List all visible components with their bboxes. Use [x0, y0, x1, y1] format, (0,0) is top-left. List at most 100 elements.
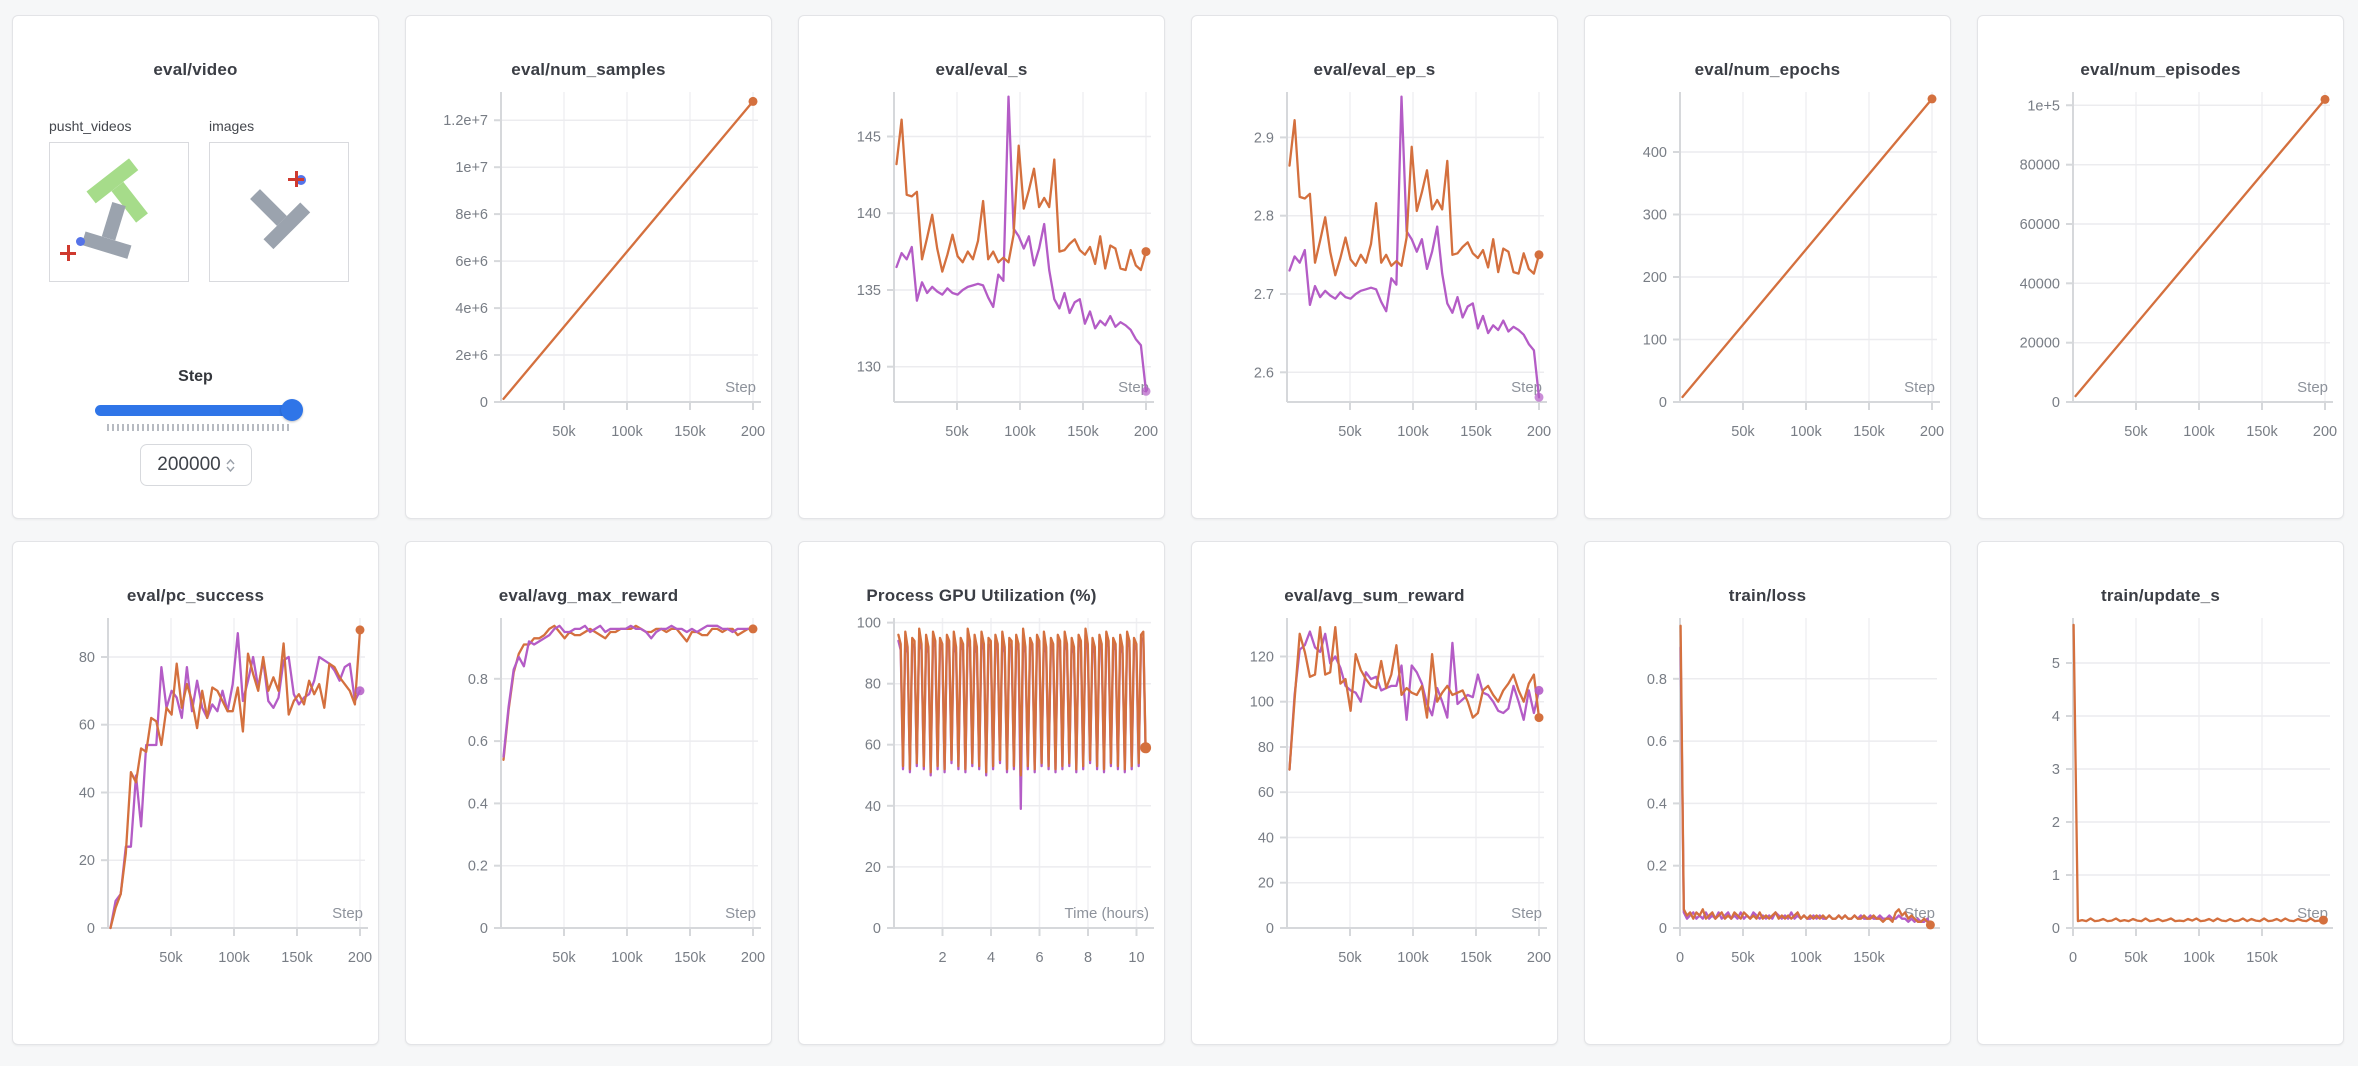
y-tick-label: 145: [857, 130, 881, 146]
y-tick-label: 0.4: [1647, 796, 1667, 812]
chart-title: eval/num_epochs: [1694, 60, 1841, 79]
series-line-purple: [895, 95, 1148, 393]
stepper-buttons[interactable]: [226, 458, 235, 472]
chart-canvas[interactable]: 0 0.2 0.4 0.6 0.8 50k 100k 150k 200 Step: [406, 610, 771, 1010]
x-axis-title: Step: [725, 905, 756, 922]
series-line-orange: [502, 624, 755, 761]
x-tick-label: 200: [2313, 424, 2337, 440]
x-axis-title: Step: [2297, 379, 2328, 396]
x-tick-label: 150k: [1460, 950, 1492, 966]
chart-title: eval/eval_ep_s: [1313, 60, 1436, 79]
series-end-dot-orange: [1925, 920, 1935, 930]
chart-canvas[interactable]: 130 135 140 145 50k 100k 150k 200 Step: [799, 84, 1164, 484]
chart-panel: train/update_s 0 1 2 3 4 5 0 50k 100k 150k Step: [1977, 541, 2344, 1045]
x-tick-label: 100k: [1790, 424, 1822, 440]
y-tick-label: 2.6: [1254, 365, 1274, 381]
x-axis-title: Time (hours): [1065, 905, 1149, 922]
chart-canvas[interactable]: 0 20 40 60 80 100 2 4 6 8 10 Time (hours): [799, 610, 1164, 1010]
y-tick-label: 0.8: [1647, 672, 1667, 688]
y-tick-label: 1e+5: [2027, 98, 2060, 114]
x-tick-label: 150k: [674, 950, 706, 966]
x-tick-label: 150k: [281, 950, 313, 966]
y-tick-label: 200: [1643, 270, 1667, 286]
y-tick-label: 40: [79, 786, 95, 802]
y-tick-label: 20: [79, 853, 95, 869]
chart-panel: eval/num_samples 0 2e+6 4e+6 6e+6 8e+6 1e+7 1.2…: [405, 15, 772, 519]
chart-title: eval/num_episodes: [2080, 60, 2241, 79]
y-tick-label: 100: [1250, 695, 1274, 711]
series-end-dot-orange: [1927, 94, 1937, 104]
y-tick-label: 0.4: [468, 796, 488, 812]
chart-title: train/update_s: [2101, 586, 2220, 605]
x-tick-label: 200: [1527, 950, 1551, 966]
series-line-orange: [2074, 98, 2327, 398]
y-tick-label: 3: [2052, 762, 2060, 778]
series-end-dot-orange: [748, 624, 758, 634]
y-tick-label: 130: [857, 360, 881, 376]
step-number-input[interactable]: 200000: [140, 444, 252, 486]
series-line-orange: [1679, 624, 1932, 927]
chart-canvas[interactable]: 2.6 2.7 2.8 2.9 50k 100k 150k 200 Step: [1192, 84, 1557, 484]
x-tick-label: 10: [1128, 950, 1144, 966]
chevron-up-icon[interactable]: [226, 458, 235, 465]
y-tick-label: 400: [1643, 145, 1667, 161]
x-tick-label: 50k: [552, 950, 576, 966]
x-tick-label: 50k: [1731, 424, 1755, 440]
chart-panel: eval/avg_max_reward 0 0.2 0.4 0.6 0.8 50k 100k 1…: [405, 541, 772, 1045]
y-tick-label: 80000: [2020, 158, 2060, 174]
chart-canvas[interactable]: 0 2e+6 4e+6 6e+6 8e+6 1e+7 1.2e+7 50k 100k 150k 20…: [406, 84, 771, 484]
y-tick-label: 40000: [2020, 276, 2060, 292]
y-tick-label: 0: [2052, 921, 2060, 937]
media-thumbnail-images[interactable]: [209, 142, 349, 282]
y-tick-label: 20: [865, 860, 881, 876]
x-tick-label: 100k: [218, 950, 250, 966]
x-tick-label: 100k: [1397, 950, 1429, 966]
chart-canvas[interactable]: 0 100 200 300 400 50k 100k 150k 200 Step: [1585, 84, 1950, 484]
media-item-label: pusht_videos: [49, 118, 132, 134]
series-line-orange: [2072, 623, 2325, 923]
media-item-label: images: [209, 118, 255, 134]
x-tick-label: 200: [1527, 424, 1551, 440]
step-slider-track[interactable]: [95, 399, 303, 421]
chart-panel: Process GPU Utilization (%) 0 20 40 60 80 100 2…: [798, 541, 1165, 1045]
media-panel-title: eval/video: [153, 60, 238, 79]
series-end-dot-orange: [1534, 250, 1544, 260]
chart-title: Process GPU Utilization (%): [866, 586, 1097, 605]
series-line-orange: [502, 100, 755, 401]
x-tick-label: 50k: [159, 950, 183, 966]
chart-panel: train/loss 0 0.2 0.4 0.6 0.8 0 50k 100k 150k Step: [1584, 541, 1951, 1045]
x-tick-label: 8: [1084, 950, 1092, 966]
chart-canvas[interactable]: 0 20 40 60 80 50k 100k 150k 200 Step: [13, 610, 378, 1010]
step-slider-ticks: [107, 424, 289, 431]
chevron-down-icon[interactable]: [226, 466, 235, 472]
series-line-orange: [109, 628, 362, 930]
series-line-orange: [895, 118, 1148, 273]
chart-title: eval/avg_max_reward: [498, 586, 679, 605]
x-axis-title: Step: [1511, 379, 1542, 396]
x-tick-label: 150k: [1853, 424, 1885, 440]
series-end-dot-orange: [2320, 94, 2330, 104]
y-tick-label: 0: [1266, 921, 1274, 937]
y-tick-label: 0: [1659, 921, 1667, 937]
y-tick-label: 80: [865, 677, 881, 693]
step-slider-thumb[interactable]: [281, 399, 303, 421]
goal-cross-icon: [288, 171, 304, 187]
media-thumbnail-pusht-videos[interactable]: [49, 142, 189, 282]
x-tick-label: 150k: [2246, 424, 2278, 440]
x-tick-label: 50k: [552, 424, 576, 440]
y-tick-label: 0.2: [468, 859, 488, 875]
chart-title: eval/pc_success: [126, 586, 265, 605]
chart-canvas[interactable]: 0 20000 40000 60000 80000 1e+5 50k 100k 150k 200 S…: [1978, 84, 2343, 484]
chart-title: eval/eval_s: [935, 60, 1028, 79]
y-tick-label: 8e+6: [455, 207, 488, 223]
y-tick-label: 0.6: [468, 734, 488, 750]
y-tick-label: 300: [1643, 208, 1667, 224]
chart-canvas[interactable]: 0 20 40 60 80 100 120 50k 100k 150k 200 Step: [1192, 610, 1557, 1010]
chart-panel: eval/num_episodes 0 20000 40000 60000 80000 1e…: [1977, 15, 2344, 519]
x-axis-title: Step: [1904, 379, 1935, 396]
series-line-purple: [1288, 95, 1541, 399]
y-tick-label: 0: [873, 921, 881, 937]
